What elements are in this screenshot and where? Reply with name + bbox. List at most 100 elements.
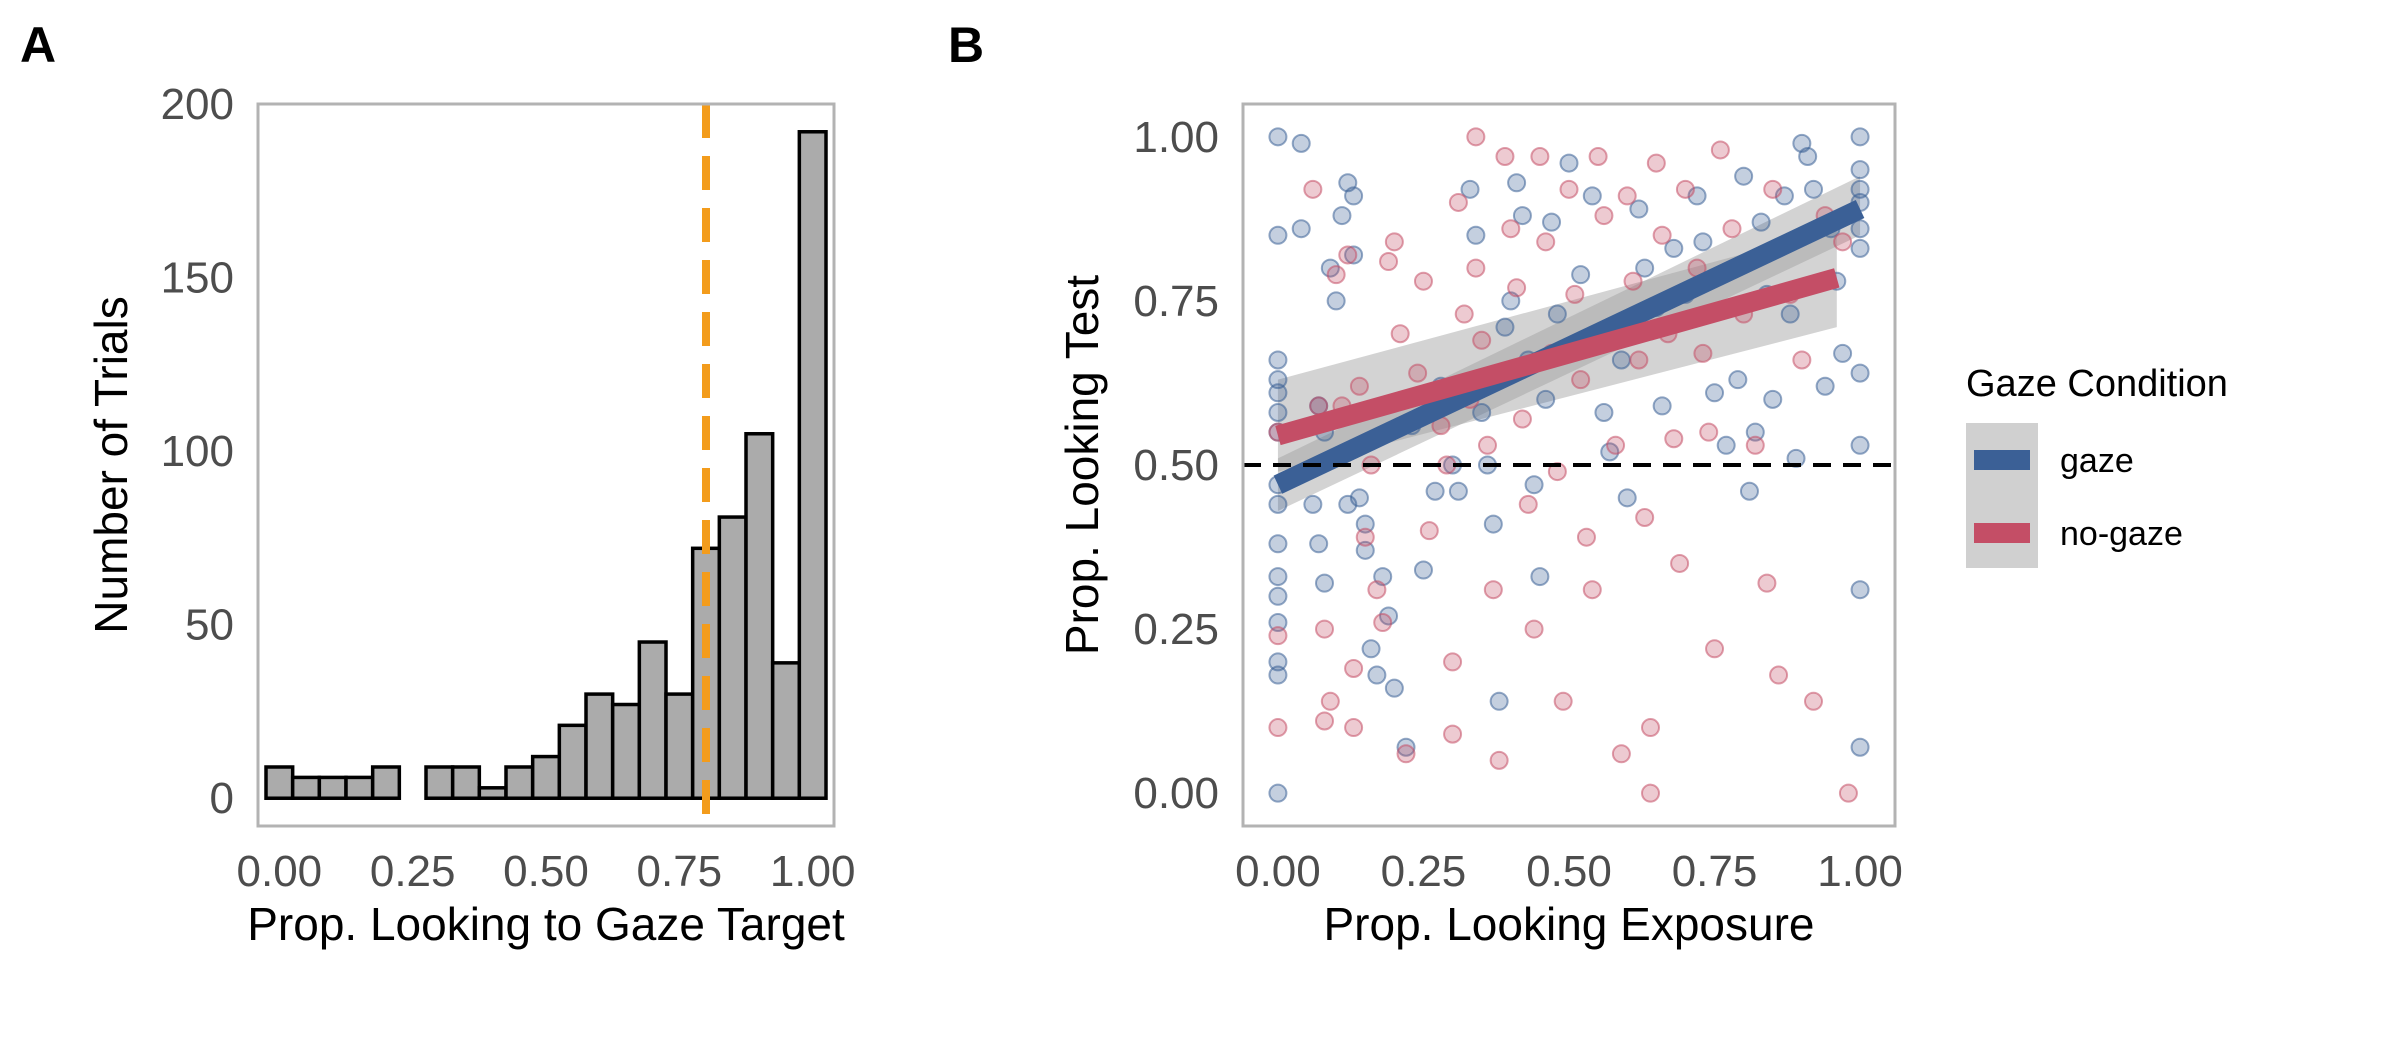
- y-tick-label: 0.50: [1133, 441, 1219, 490]
- gaze-point: [1326, 291, 1346, 311]
- histogram-bar: [717, 515, 748, 800]
- no-gaze-point: [1804, 691, 1823, 711]
- gaze-point: [1268, 613, 1288, 633]
- no-gaze-point: [1606, 435, 1626, 455]
- y-tick-label: 50: [185, 601, 234, 650]
- no-gaze-point: [1646, 153, 1666, 173]
- gaze-point: [1495, 317, 1515, 337]
- gaze-point: [1635, 258, 1655, 278]
- gaze-point: [1268, 665, 1288, 685]
- panel-b-y-ticks: 0.00 0.25 0.50 0.75 1.00: [1133, 113, 1219, 818]
- no-gaze-point: [1518, 494, 1538, 514]
- no-gaze-point: [1349, 376, 1369, 396]
- no-gaze-point: [1303, 179, 1323, 199]
- histogram-bar: [530, 754, 562, 800]
- panel-b-frame: [1241, 102, 1897, 828]
- no-gaze-point: [1379, 252, 1399, 272]
- x-tick-label: 0.50: [1526, 847, 1612, 896]
- histogram-bar: [344, 775, 375, 800]
- no-gaze-point: [1268, 626, 1288, 646]
- panel-a-y-ticks: 0 50 100 150 200: [161, 80, 234, 823]
- y-tick-label: 100: [161, 427, 234, 476]
- histogram-bar: [264, 765, 295, 800]
- no-gaze-point: [1443, 652, 1463, 672]
- gaze-point: [1734, 166, 1754, 186]
- no-gaze-point: [1478, 435, 1497, 455]
- gaze-point: [1850, 238, 1870, 258]
- no-gaze-point: [1466, 258, 1486, 278]
- panel-b-x-ticks: 0.00 0.25 0.50 0.75 1.00: [1235, 847, 1903, 896]
- gaze-point: [1728, 370, 1748, 390]
- no-gaze-point: [1466, 127, 1486, 147]
- no-gaze-point: [1524, 619, 1544, 639]
- gaze-point: [1611, 350, 1631, 370]
- gaze-point: [1582, 186, 1602, 206]
- histogram-bars: [264, 130, 828, 800]
- gaze-point: [1268, 370, 1288, 390]
- gaze-point: [1344, 245, 1364, 265]
- x-tick-label: 1.00: [1817, 847, 1903, 896]
- no-gaze-point: [1344, 718, 1364, 738]
- no-gaze-point: [1652, 225, 1672, 245]
- gaze-point: [1850, 160, 1870, 180]
- gaze-point: [1617, 488, 1637, 508]
- panel-b-y-axis-title: Prop. Looking Test: [1056, 275, 1108, 655]
- gaze-point: [1559, 153, 1579, 173]
- histogram-bar: [664, 692, 695, 800]
- histogram-bar: [744, 432, 775, 800]
- panel-a-label: A: [20, 17, 56, 73]
- no-gaze-point: [1553, 691, 1573, 711]
- no-gaze-point: [1483, 580, 1503, 600]
- gaze-point: [1291, 219, 1311, 239]
- no-gaze-point: [1757, 573, 1777, 593]
- y-tick-label: 150: [161, 254, 234, 303]
- no-gaze-point: [1390, 324, 1410, 344]
- gaze-point: [1850, 580, 1870, 600]
- gaze-point: [1850, 435, 1870, 455]
- no-gaze-point: [1641, 718, 1660, 738]
- no-gaze-point: [1559, 179, 1579, 199]
- x-tick-label: 0.00: [1235, 847, 1321, 896]
- gaze-point: [1547, 304, 1567, 324]
- gaze-point: [1751, 212, 1771, 232]
- panel-a-x-ticks: 0.00 0.25 0.50 0.75 1.00: [237, 847, 856, 896]
- x-tick-label: 0.00: [237, 847, 323, 896]
- no-gaze-point: [1443, 724, 1463, 744]
- histogram-bar: [504, 765, 535, 800]
- gaze-point: [1303, 494, 1323, 514]
- no-gaze-fit-line: [1275, 268, 1840, 446]
- no-gaze-point: [1495, 147, 1515, 167]
- no-gaze-point: [1611, 744, 1631, 764]
- no-gaze-point: [1512, 409, 1532, 429]
- gaze-point: [1268, 534, 1288, 554]
- legend: Gaze Condition gaze no-gaze: [1966, 363, 2228, 568]
- no-gaze-point: [1309, 396, 1329, 416]
- no-gaze-point: [1489, 750, 1509, 770]
- gaze-point: [1472, 402, 1492, 422]
- histogram-bar: [317, 775, 348, 800]
- gaze-point: [1763, 389, 1783, 409]
- histogram-bar: [797, 130, 828, 800]
- gaze-point: [1268, 127, 1288, 147]
- gaze-point: [1850, 219, 1870, 239]
- histogram-bar: [424, 765, 455, 800]
- x-tick-label: 0.25: [1381, 847, 1467, 896]
- gaze-point: [1384, 678, 1404, 698]
- gaze-point: [1530, 567, 1550, 587]
- gaze-point: [1268, 383, 1288, 403]
- gaze-point: [1309, 534, 1329, 554]
- no-gaze-point: [1582, 580, 1602, 600]
- no-gaze-point: [1629, 350, 1649, 370]
- no-gaze-point: [1472, 330, 1492, 350]
- no-gaze-point: [1501, 219, 1521, 239]
- no-gaze-point: [1326, 265, 1346, 285]
- no-gaze-point: [1641, 783, 1660, 803]
- no-gaze-point: [1833, 232, 1853, 252]
- no-gaze-point: [1664, 429, 1684, 449]
- gaze-point: [1268, 652, 1288, 672]
- gaze-point: [1833, 343, 1853, 363]
- gaze-point: [1483, 514, 1503, 534]
- no-gaze-point: [1675, 179, 1695, 199]
- y-tick-label: 1.00: [1133, 113, 1219, 162]
- panel-a-frame: [256, 102, 836, 828]
